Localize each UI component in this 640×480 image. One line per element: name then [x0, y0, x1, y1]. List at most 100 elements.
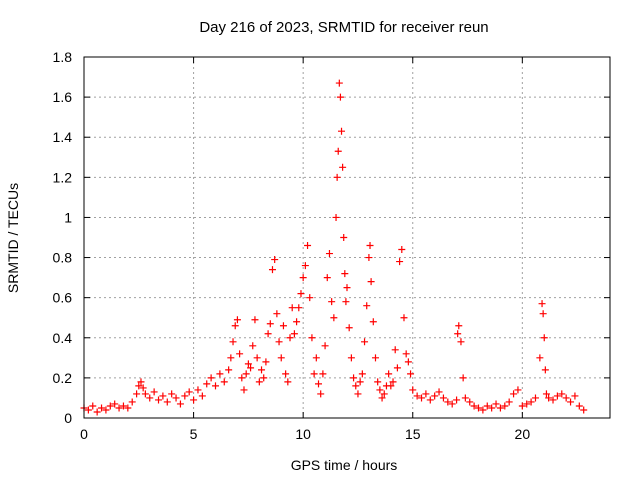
chart-title: Day 216 of 2023, SRMTID for receiver reu… — [199, 19, 488, 36]
data-point — [330, 314, 338, 322]
data-point — [402, 350, 410, 358]
data-point — [539, 310, 547, 318]
data-point — [352, 382, 360, 390]
data-point — [365, 254, 373, 262]
y-tick-label: 0.2 — [53, 370, 73, 386]
data-point — [335, 79, 343, 87]
data-point — [251, 316, 259, 324]
y-tick-label: 1.2 — [53, 169, 73, 185]
data-point — [284, 378, 292, 386]
data-point — [240, 386, 248, 394]
data-point — [258, 366, 266, 374]
data-point — [275, 338, 283, 346]
data-point — [238, 374, 246, 382]
data-point — [297, 290, 305, 298]
data-point — [253, 354, 261, 362]
data-point — [128, 398, 136, 406]
data-point — [350, 374, 358, 382]
data-point — [488, 404, 496, 412]
data-point — [518, 402, 526, 410]
y-axis-label: SRMTID / TECUs — [5, 183, 21, 293]
data-point — [317, 390, 325, 398]
data-point — [323, 274, 331, 282]
data-point — [398, 246, 406, 254]
data-point — [540, 334, 548, 342]
data-point — [242, 370, 250, 378]
data-point — [216, 370, 224, 378]
data-point — [369, 318, 377, 326]
data-point — [198, 392, 206, 400]
data-point — [333, 173, 341, 181]
x-tick-label: 20 — [515, 426, 531, 442]
data-point — [505, 398, 513, 406]
axis-ticks — [83, 56, 610, 419]
x-tick-label: 10 — [295, 426, 311, 442]
data-point — [542, 390, 550, 398]
data-point — [418, 394, 426, 402]
data-point — [282, 370, 290, 378]
data-point — [266, 320, 274, 328]
y-tick-label: 1.4 — [53, 129, 73, 145]
data-point — [304, 242, 312, 250]
data-point — [212, 382, 219, 390]
data-point — [558, 390, 566, 398]
data-point — [133, 390, 141, 398]
data-point — [277, 354, 285, 362]
data-point — [413, 392, 421, 400]
x-tick-label: 0 — [80, 426, 88, 442]
data-point — [354, 390, 362, 398]
data-point — [461, 394, 469, 402]
data-point — [378, 394, 386, 402]
data-point — [293, 318, 301, 326]
x-tick-label: 5 — [190, 426, 198, 442]
data-point — [454, 330, 462, 338]
data-point — [319, 370, 327, 378]
data-point — [426, 396, 434, 404]
data-point — [299, 274, 307, 282]
data-point — [356, 378, 364, 386]
x-tick-labels: 0 5 10 15 20 — [80, 426, 530, 442]
data-point — [93, 408, 101, 416]
data-point — [295, 304, 303, 312]
y-tick-label: 1 — [64, 209, 72, 225]
data-point — [236, 350, 244, 358]
data-point — [374, 378, 382, 386]
data-point — [393, 364, 401, 372]
data-point — [376, 386, 384, 394]
data-point — [135, 382, 143, 390]
data-point — [106, 402, 114, 410]
data-point — [343, 284, 351, 292]
data-point — [422, 390, 430, 398]
data-point — [332, 213, 340, 221]
data-point — [439, 394, 447, 402]
data-point — [84, 406, 92, 414]
data-point — [338, 127, 346, 135]
data-point — [400, 314, 408, 322]
data-point — [159, 392, 167, 400]
data-point — [102, 406, 110, 414]
data-point — [334, 147, 342, 155]
data-point — [279, 322, 287, 330]
data-point — [371, 354, 379, 362]
data-point — [562, 394, 570, 402]
data-point — [249, 342, 257, 350]
data-point — [244, 360, 252, 368]
data-point — [575, 402, 583, 410]
data-point — [139, 384, 147, 392]
y-tick-label: 0.4 — [53, 330, 73, 346]
data-point — [325, 250, 333, 258]
data-point — [233, 316, 241, 324]
data-point — [115, 404, 123, 412]
data-point — [361, 338, 369, 346]
data-point — [466, 398, 474, 406]
data-point — [407, 370, 415, 378]
data-point — [155, 396, 163, 404]
data-point — [286, 334, 294, 342]
data-point — [336, 93, 344, 101]
data-point — [435, 388, 443, 396]
y-tick-label: 0.8 — [53, 250, 73, 266]
data-point — [580, 406, 588, 414]
data-point — [264, 330, 272, 338]
data-point — [457, 338, 465, 346]
